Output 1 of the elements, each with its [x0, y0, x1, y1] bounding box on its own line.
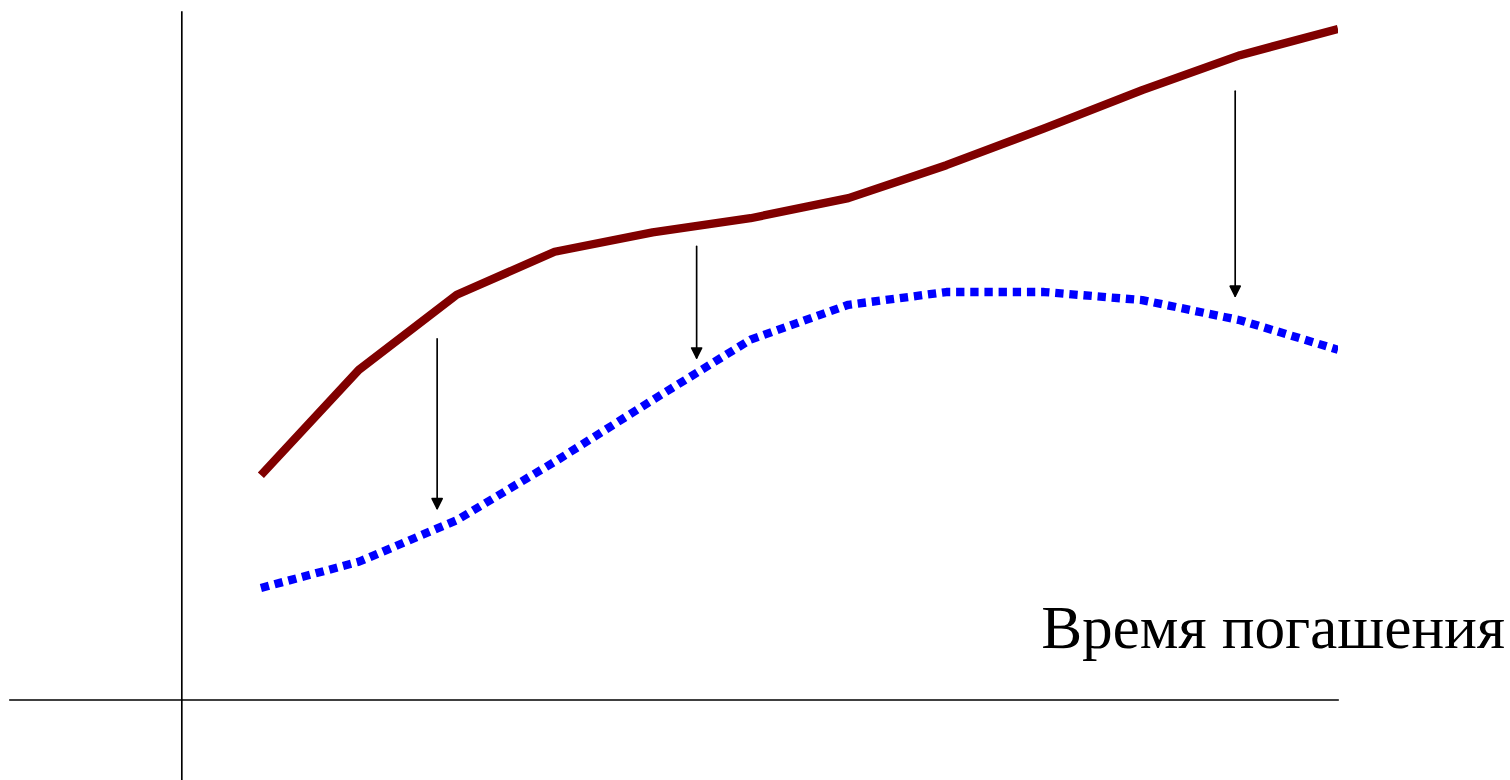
x-axis-title: Время погашения [1043, 607, 1504, 662]
